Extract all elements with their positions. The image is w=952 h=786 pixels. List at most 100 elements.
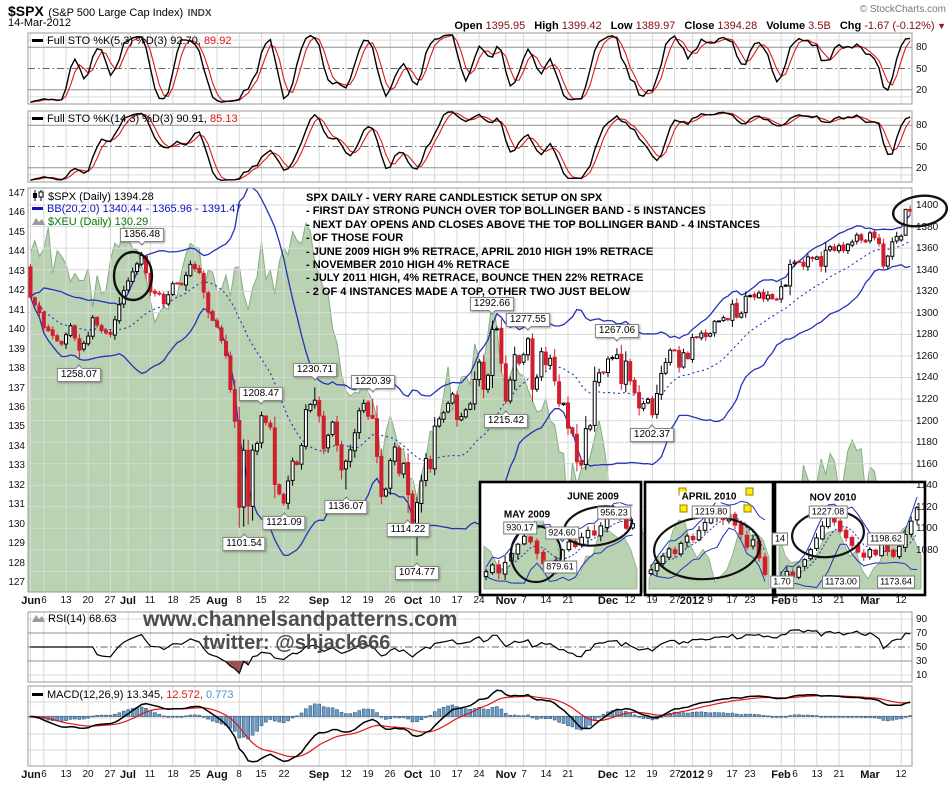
watermark-site: www.channelsandpatterns.com: [143, 608, 458, 631]
quote-label: Low: [610, 20, 633, 32]
annotation-line: - NEXT DAY OPENS AND CLOSES ABOVE THE TO…: [306, 218, 760, 231]
main-left-axis-tick: 139: [8, 344, 25, 355]
quote-value: 1395.95: [482, 20, 526, 32]
main-legend-bb: BB(20,2.0) 1340.44 - 1365.96 - 1391.47: [32, 203, 241, 215]
main-left-axis-tick: 144: [8, 246, 25, 257]
x-tick: Oct: [403, 595, 423, 607]
main-legend-spx: $SPX (Daily) 1394.28: [32, 190, 154, 204]
price-callout: 1230.71: [292, 363, 338, 381]
price-callout: 1136.07: [324, 496, 368, 514]
main-right-axis-tick: 1080: [916, 545, 939, 556]
x-tick: 13: [811, 769, 823, 780]
inset-price-label: 1198.62: [867, 532, 905, 546]
quote-label: Chg: [839, 20, 862, 32]
inset-price-label: 1173.64: [877, 575, 915, 589]
inset-price-label: 1227.08: [808, 505, 848, 519]
x-tick: 27: [104, 595, 116, 606]
annotation-line: - 2 OF 4 INSTANCES MADE A TOP, OTHER TWO…: [306, 285, 631, 298]
main-right-axis-tick: 1380: [916, 222, 939, 233]
x-tick: 17: [726, 595, 738, 606]
macd-label: MACD(12,26,9) 13.345, 12.572, 0.773: [32, 689, 234, 701]
watermark-twitter: twitter: @shjack666: [203, 632, 391, 654]
price-callout: 1258.07: [56, 364, 102, 382]
sto2-label: Full STO %K(14,3) %D(3) 90.91, 85.13: [32, 113, 238, 125]
x-tick: 25: [189, 595, 201, 606]
x-tick: 12: [624, 769, 636, 780]
x-tick: 17: [726, 769, 738, 780]
x-tick: 2012: [679, 769, 705, 781]
sto1-label: Full STO %K(5,3) %D(3) 92.70, 89.92: [32, 35, 231, 47]
main-left-axis-tick: 143: [8, 266, 25, 277]
inset-price-label: 879.61: [543, 560, 577, 574]
x-tick: 18: [167, 769, 179, 780]
x-tick: Jul: [120, 595, 136, 607]
x-tick: 6: [792, 595, 798, 606]
main-left-axis-tick: 130: [8, 519, 25, 530]
x-tick: Aug: [206, 769, 228, 781]
rsi-axis-tick: 10: [916, 670, 928, 681]
x-tick: 9: [707, 769, 713, 780]
inset-price-label: 14: [771, 532, 789, 546]
x-tick: 21: [562, 769, 574, 780]
annotation-line: - OF THOSE FOUR: [306, 232, 404, 245]
price-callout: 1267.06: [594, 324, 640, 342]
line-swatch-icon: [32, 693, 43, 696]
main-right-axis-tick: 1260: [916, 351, 939, 362]
main-right-axis-tick: 1400: [916, 200, 939, 211]
x-tick: 27: [669, 769, 681, 780]
symbol: $SPX: [8, 3, 44, 19]
sto1-k-value: 92.70,: [170, 35, 201, 47]
quote-value: 1389.97: [632, 20, 676, 32]
main-left-axis-tick: 136: [8, 402, 25, 413]
x-tick: Feb: [771, 769, 791, 781]
x-tick: 20: [82, 769, 94, 780]
x-tick: 7: [521, 595, 527, 606]
x-tick: 27: [669, 595, 681, 606]
area-icon: [32, 613, 45, 626]
main-left-axis-tick: 127: [8, 577, 25, 588]
sto2-axis-tick: 50: [916, 142, 928, 153]
main-left-axis-tick: 142: [8, 285, 25, 296]
main-left-axis-tick: 135: [8, 421, 25, 432]
price-callout: 1101.54: [222, 533, 266, 551]
rsi-value: 68.63: [88, 613, 117, 625]
x-tick: Nov: [495, 595, 517, 607]
x-tick: 2012: [679, 595, 705, 607]
macd-signal-value: 12.572,: [166, 689, 203, 701]
inset-title: MAY 2009: [501, 509, 553, 521]
sto1-axis-tick: 50: [916, 64, 928, 75]
main-left-axis-tick: 147: [8, 188, 25, 199]
price-callout: 1292.66: [469, 297, 515, 315]
price-callout: 1220.39: [350, 375, 396, 393]
x-tick: 26: [384, 595, 396, 606]
main-right-axis-tick: 1340: [916, 265, 939, 276]
main-right-axis-tick: 1200: [916, 416, 939, 427]
inset-price-label: 924.60: [545, 526, 579, 540]
copyright: © StockCharts.com: [859, 4, 946, 15]
sto2-axis-tick: 80: [916, 120, 928, 131]
x-tick: 24: [473, 595, 485, 606]
rsi-axis-tick: 30: [916, 656, 928, 667]
quote-label: High: [534, 20, 559, 32]
x-tick: 11: [144, 595, 156, 606]
rsi-axis-tick: 50: [916, 642, 928, 653]
quote-label: Close: [684, 20, 715, 32]
main-right-axis-tick: 1160: [916, 459, 938, 470]
x-tick: 6: [41, 769, 47, 780]
sto2-axis-tick: 20: [916, 163, 928, 174]
quote-value: 1394.28: [714, 20, 758, 32]
main-left-axis-tick: 137: [8, 383, 25, 394]
x-tick: Nov: [495, 769, 517, 781]
x-tick: 6: [41, 595, 47, 606]
main-left-axis-tick: 128: [8, 558, 25, 569]
main-right-axis-tick: 1180: [916, 437, 938, 448]
area-icon: [32, 216, 45, 229]
main-left-axis-tick: 138: [8, 363, 25, 374]
x-tick: 8: [236, 595, 242, 606]
header-row-1: $SPX (S&P 500 Large Cap Index) INDX: [8, 3, 212, 21]
x-tick: 21: [562, 595, 574, 606]
main-right-axis-tick: 1280: [916, 329, 939, 340]
x-tick: 9: [707, 595, 713, 606]
sto1-axis-tick: 80: [916, 42, 928, 53]
